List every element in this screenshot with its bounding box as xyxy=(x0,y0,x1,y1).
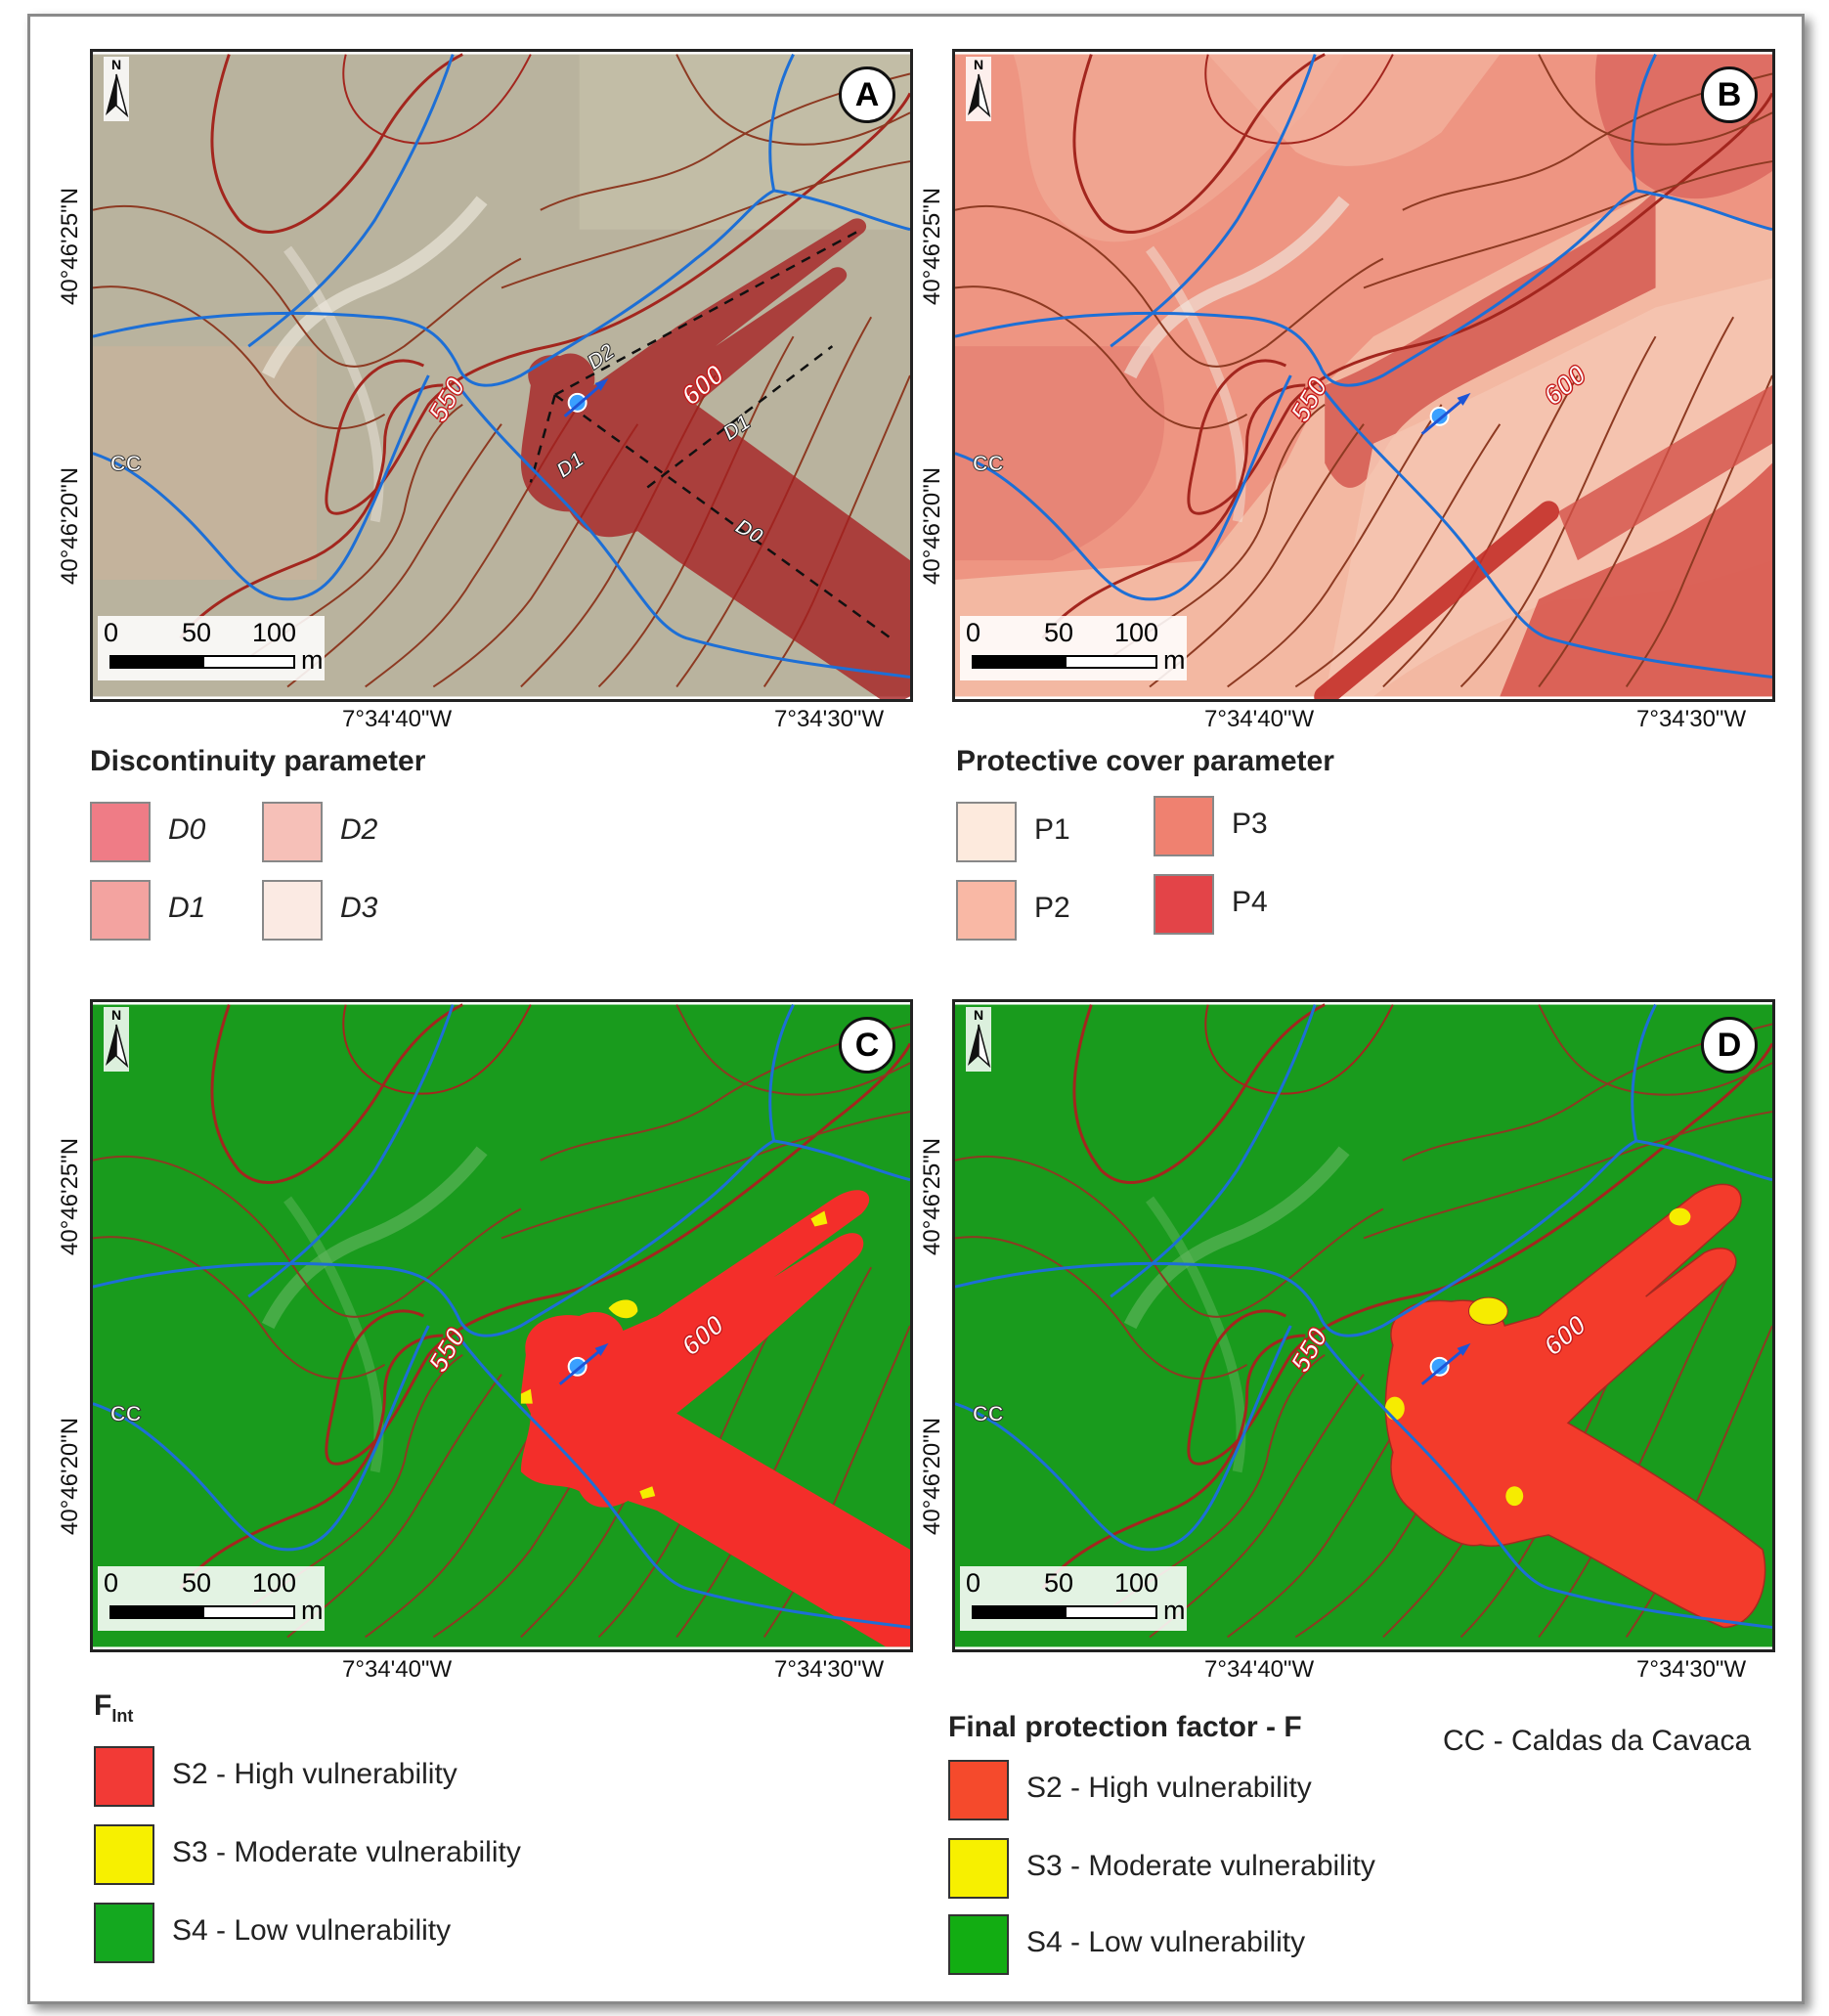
north-arrow-icon: N xyxy=(966,1007,991,1072)
north-arrow-icon: N xyxy=(104,57,129,121)
map-panel-a[interactable]: D2 D1 D1 D0 xyxy=(90,49,913,702)
legend-swatch xyxy=(94,1746,154,1807)
panel-letter-badge: D xyxy=(1701,1017,1758,1074)
lon-tick-label: 7°34'30"W xyxy=(774,706,885,732)
map-panel-b[interactable] xyxy=(952,49,1775,702)
spring-point-icon[interactable] xyxy=(567,392,588,413)
lon-tick-label: 7°34'30"W xyxy=(1636,1656,1747,1683)
lon-tick-label: 7°34'40"W xyxy=(342,706,453,732)
legend-swatch xyxy=(948,1760,1009,1820)
legend-swatch xyxy=(90,802,151,862)
place-abbreviation-note: CC - Caldas da Cavaca xyxy=(1443,1725,1752,1757)
spring-point-icon[interactable] xyxy=(1429,1356,1450,1377)
lat-tick-label: 40°46'25"N xyxy=(57,1137,83,1255)
scale-bar: 0 50 100 m xyxy=(960,1566,1187,1631)
legend-swatch xyxy=(262,880,323,941)
lon-tick-label: 7°34'30"W xyxy=(1636,706,1747,732)
spring-point-icon[interactable] xyxy=(1429,406,1450,426)
spring-point-icon[interactable] xyxy=(567,1356,588,1377)
legend-swatch xyxy=(948,1914,1009,1975)
north-arrow-icon: N xyxy=(104,1007,129,1072)
legend-swatch xyxy=(956,880,1017,941)
panel-letter-badge: C xyxy=(839,1017,895,1074)
legend-swatch xyxy=(262,802,323,862)
legend-swatch xyxy=(1154,796,1214,856)
lon-tick-label: 7°34'40"W xyxy=(1204,1656,1315,1683)
lat-tick-label: 40°46'20"N xyxy=(919,466,945,585)
lat-tick-label: 40°46'25"N xyxy=(919,187,945,305)
legend-swatch xyxy=(956,802,1017,862)
legend-title-protective: Protective cover parameter xyxy=(956,745,1334,777)
lat-tick-label: 40°46'25"N xyxy=(919,1137,945,1255)
lat-tick-label: 40°46'25"N xyxy=(57,187,83,305)
map-panel-d[interactable] xyxy=(952,999,1775,1652)
legend-swatch xyxy=(90,880,151,941)
lon-tick-label: 7°34'30"W xyxy=(774,1656,885,1683)
legend-swatch xyxy=(1154,874,1214,935)
lat-tick-label: 40°46'20"N xyxy=(57,466,83,585)
lon-tick-label: 7°34'40"W xyxy=(1204,706,1315,732)
scale-bar: 0 50 100 m xyxy=(960,616,1187,680)
north-arrow-icon: N xyxy=(966,57,991,121)
scale-bar: 0 50 100 m xyxy=(98,1566,325,1631)
legend-swatch xyxy=(948,1838,1009,1899)
lat-tick-label: 40°46'20"N xyxy=(57,1417,83,1535)
legend-swatch xyxy=(94,1903,154,1963)
lon-tick-label: 7°34'40"W xyxy=(342,1656,453,1683)
panel-letter-badge: A xyxy=(839,66,895,123)
legend-title-final: Final protection factor - F xyxy=(948,1711,1302,1743)
panel-letter-badge: B xyxy=(1701,66,1758,123)
legend-title-discontinuity: Discontinuity parameter xyxy=(90,745,426,777)
lat-tick-label: 40°46'20"N xyxy=(919,1417,945,1535)
map-panel-c[interactable] xyxy=(90,999,913,1652)
legend-title-fint: FInt xyxy=(94,1689,134,1726)
scale-bar: 0 50 100 m xyxy=(98,616,325,680)
legend-swatch xyxy=(94,1824,154,1885)
